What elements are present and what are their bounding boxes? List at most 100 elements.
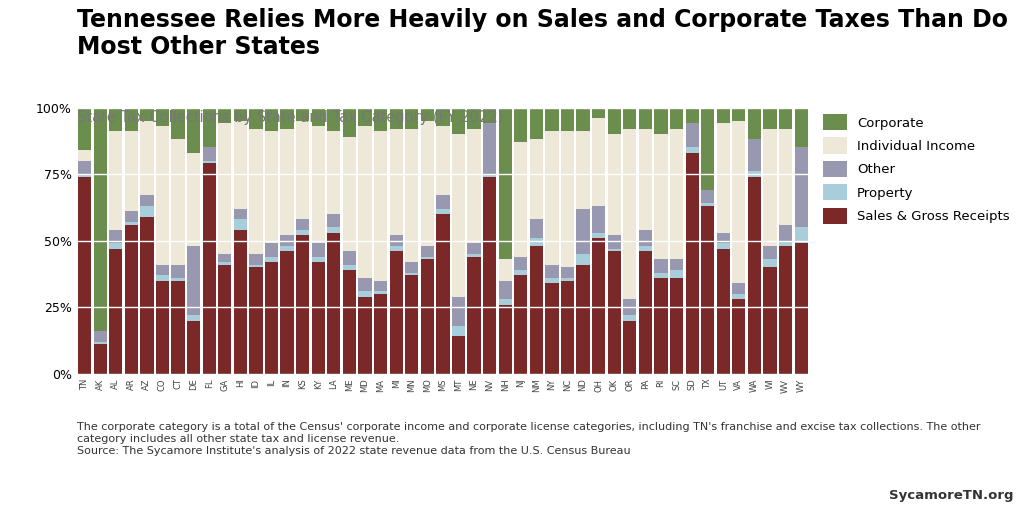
Bar bbox=[249, 254, 262, 265]
Bar bbox=[732, 121, 745, 283]
Bar bbox=[732, 108, 745, 121]
Bar bbox=[218, 262, 231, 265]
Bar bbox=[233, 121, 247, 209]
Text: SycamoreTN.org: SycamoreTN.org bbox=[889, 489, 1014, 502]
Bar bbox=[748, 172, 761, 177]
Bar bbox=[171, 139, 184, 265]
Bar bbox=[125, 222, 138, 225]
Bar bbox=[577, 132, 590, 209]
Bar bbox=[311, 257, 325, 262]
Bar bbox=[203, 108, 216, 147]
Bar bbox=[281, 251, 294, 374]
Bar bbox=[436, 196, 450, 209]
Bar bbox=[624, 321, 637, 374]
Bar bbox=[203, 161, 216, 163]
Bar bbox=[281, 129, 294, 236]
Bar bbox=[748, 139, 761, 172]
Bar bbox=[436, 126, 450, 196]
Bar bbox=[748, 177, 761, 374]
Bar bbox=[546, 132, 558, 265]
Bar bbox=[78, 108, 91, 150]
Bar bbox=[639, 246, 652, 251]
Bar bbox=[140, 121, 154, 196]
Bar bbox=[607, 249, 621, 251]
Bar bbox=[406, 108, 419, 129]
Bar bbox=[499, 281, 512, 299]
Bar bbox=[624, 315, 637, 321]
Bar bbox=[374, 291, 387, 294]
Bar bbox=[311, 108, 325, 126]
Text: The corporate category is a total of the Census' corporate income and corporate : The corporate category is a total of the… bbox=[77, 422, 980, 456]
Bar bbox=[701, 206, 715, 374]
Bar bbox=[779, 129, 793, 225]
Bar bbox=[624, 129, 637, 299]
Bar bbox=[701, 203, 715, 206]
Bar bbox=[406, 272, 419, 275]
Bar bbox=[467, 254, 480, 257]
Bar bbox=[358, 278, 372, 291]
Bar bbox=[343, 137, 356, 251]
Bar bbox=[406, 275, 419, 374]
Bar bbox=[125, 108, 138, 132]
Bar bbox=[374, 132, 387, 281]
Bar bbox=[779, 241, 793, 246]
Bar bbox=[577, 108, 590, 132]
Bar bbox=[732, 283, 745, 294]
Bar bbox=[187, 246, 201, 315]
Bar bbox=[328, 227, 340, 232]
Bar bbox=[467, 243, 480, 254]
Bar bbox=[639, 129, 652, 230]
Bar bbox=[436, 214, 450, 374]
Bar bbox=[514, 270, 527, 275]
Bar bbox=[343, 251, 356, 265]
Bar bbox=[187, 321, 201, 374]
Bar bbox=[607, 134, 621, 236]
Bar bbox=[328, 108, 340, 132]
Bar bbox=[670, 108, 683, 129]
Bar bbox=[467, 257, 480, 374]
Bar bbox=[764, 246, 776, 259]
Bar bbox=[110, 243, 122, 249]
Bar bbox=[654, 134, 668, 259]
Bar bbox=[296, 219, 309, 230]
Bar bbox=[156, 275, 169, 281]
Bar bbox=[732, 294, 745, 299]
Bar bbox=[685, 153, 698, 374]
Bar bbox=[389, 246, 402, 251]
Bar bbox=[499, 259, 512, 281]
Bar bbox=[561, 278, 574, 281]
Bar bbox=[670, 278, 683, 374]
Bar bbox=[514, 142, 527, 257]
Bar bbox=[624, 108, 637, 129]
Bar bbox=[421, 121, 434, 246]
Legend: Corporate, Individual Income, Other, Property, Sales & Gross Receipts: Corporate, Individual Income, Other, Pro… bbox=[823, 114, 1010, 224]
Bar bbox=[265, 108, 279, 132]
Bar bbox=[717, 123, 730, 232]
Bar bbox=[607, 108, 621, 134]
Bar bbox=[467, 129, 480, 243]
Bar bbox=[343, 265, 356, 270]
Bar bbox=[296, 121, 309, 219]
Bar bbox=[639, 230, 652, 246]
Bar bbox=[140, 206, 154, 217]
Bar bbox=[529, 246, 543, 374]
Bar bbox=[281, 246, 294, 251]
Bar bbox=[358, 296, 372, 374]
Bar bbox=[421, 257, 434, 259]
Bar bbox=[233, 230, 247, 374]
Bar bbox=[529, 238, 543, 246]
Bar bbox=[624, 299, 637, 315]
Bar bbox=[93, 331, 106, 342]
Bar bbox=[717, 243, 730, 249]
Bar bbox=[203, 147, 216, 161]
Bar bbox=[764, 267, 776, 374]
Bar bbox=[639, 251, 652, 374]
Bar bbox=[483, 123, 497, 174]
Bar bbox=[93, 345, 106, 374]
Bar bbox=[546, 108, 558, 132]
Bar bbox=[607, 236, 621, 249]
Bar bbox=[499, 299, 512, 305]
Bar bbox=[779, 246, 793, 374]
Bar bbox=[795, 243, 808, 374]
Bar bbox=[795, 227, 808, 243]
